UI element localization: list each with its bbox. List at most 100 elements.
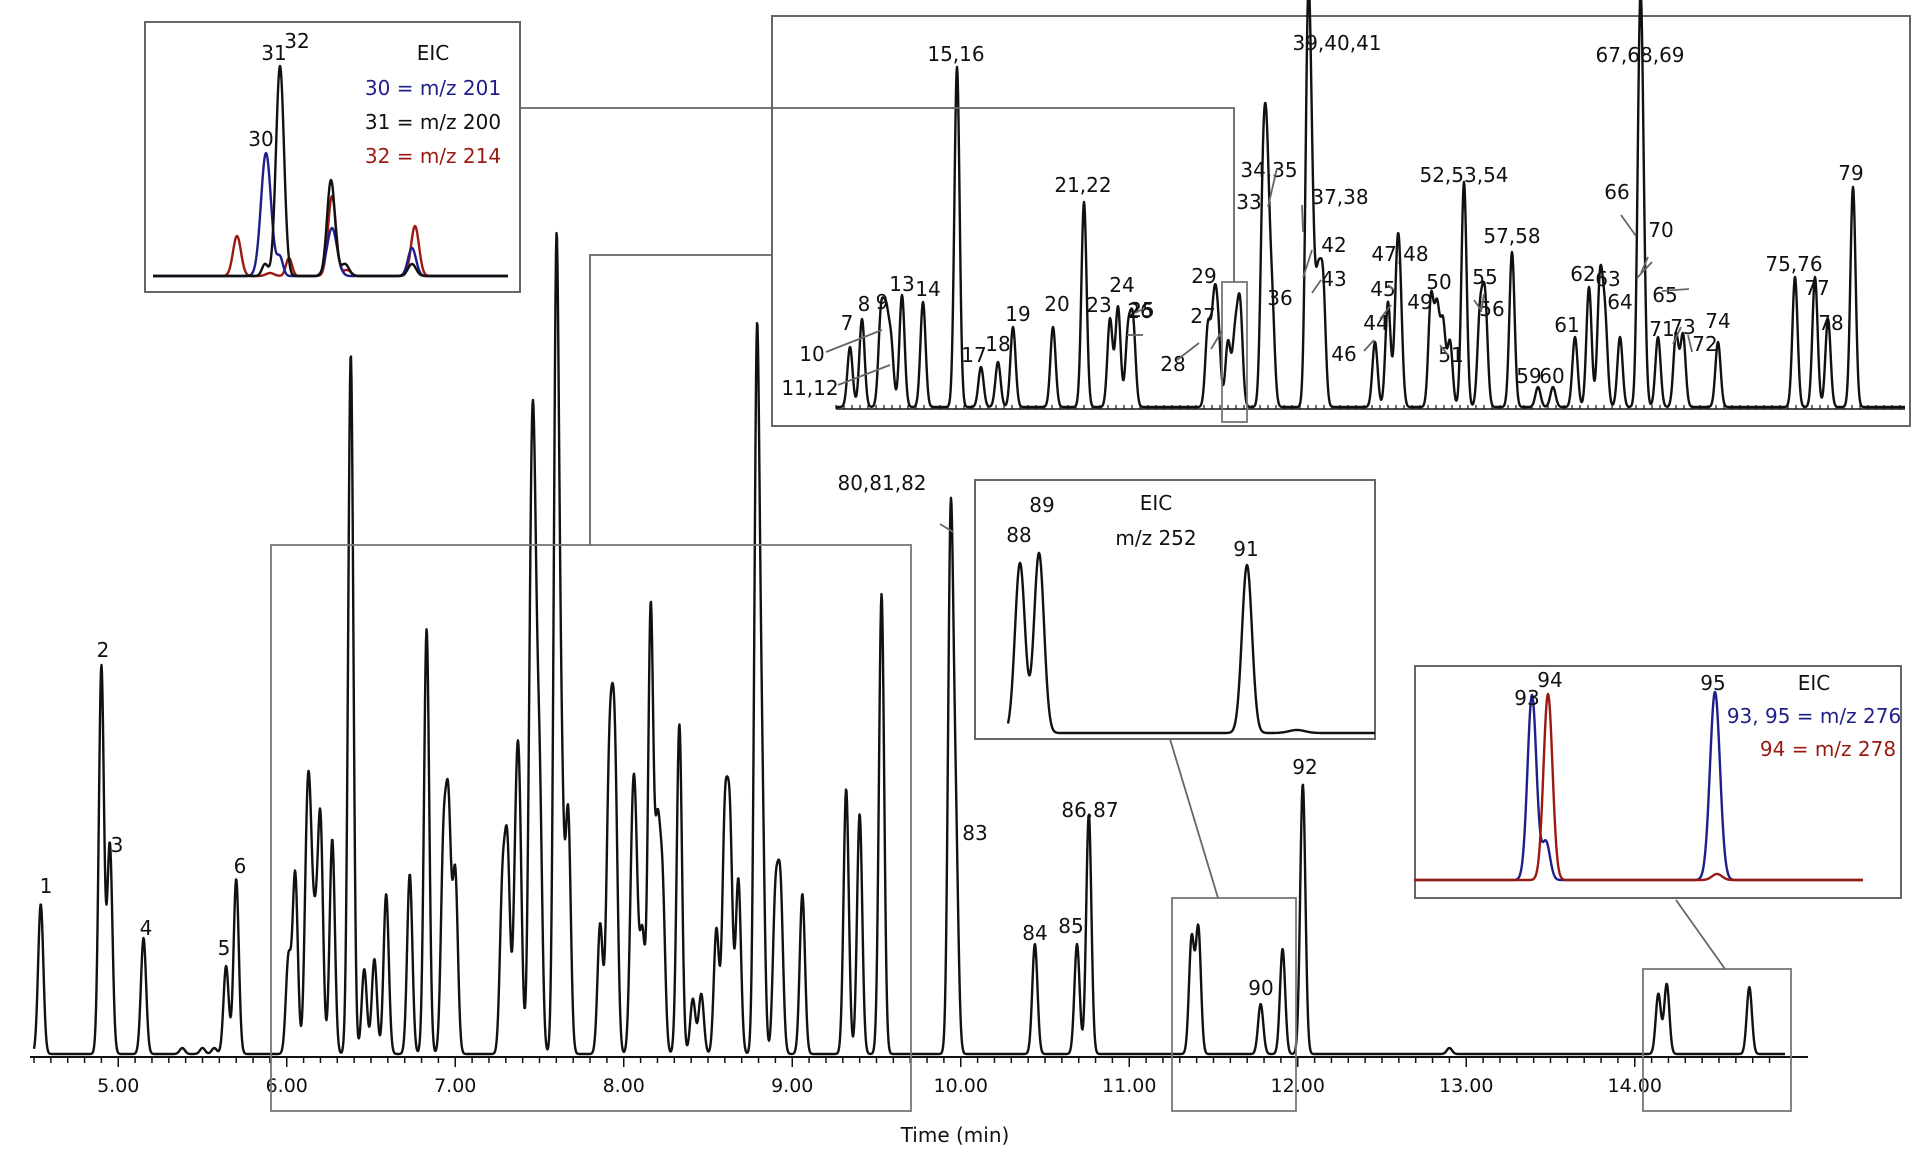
peak-label: 63	[1595, 267, 1620, 291]
legend-entry: 93, 95 = m/z 276	[1727, 704, 1901, 728]
leader-line	[1176, 342, 1200, 361]
peak-label: 61	[1554, 313, 1579, 337]
peak-label: 83	[962, 821, 987, 845]
peak-label: 92	[1292, 755, 1317, 779]
trace-m-z-200	[152, 64, 509, 278]
peak-label: 8	[858, 292, 871, 316]
peak-label: 27	[1190, 304, 1215, 328]
peak-label: 42	[1321, 233, 1346, 257]
peak-label: 52,53,54	[1419, 163, 1508, 187]
x-tick-label: 6.00	[266, 1075, 308, 1097]
peak-label: 91	[1233, 537, 1258, 561]
leader-line	[1379, 304, 1392, 320]
peak-label: 44	[1363, 311, 1388, 335]
peak-label: 71	[1649, 317, 1674, 341]
peak-label: 36	[1267, 286, 1292, 310]
trace-m-z-252	[1006, 551, 1376, 735]
leader-line	[1672, 326, 1682, 345]
peak-label: 70	[1648, 218, 1673, 242]
expanded-trace-line	[835, 0, 1906, 409]
peak-label: 79	[1838, 161, 1863, 185]
peak-label: 30	[248, 127, 273, 151]
inset-frame	[144, 21, 521, 293]
peak-label: 94	[1537, 668, 1562, 692]
inset-title: EIC	[1798, 671, 1831, 695]
leader-line	[1210, 330, 1223, 350]
leader-line	[1473, 299, 1482, 311]
inset-eic-30-31-32: EIC 30 = m/z 201 31 = m/z 200 32 = m/z 214 3…	[144, 21, 521, 293]
peak-label: 67,68,69	[1595, 43, 1684, 67]
leader-line	[1640, 256, 1649, 274]
x-tick-label: 14.00	[1608, 1075, 1662, 1097]
peak-label: 7	[841, 311, 854, 335]
peak-label: 39,40,41	[1292, 31, 1381, 55]
leader-line	[1301, 204, 1304, 233]
zoom-box-6-to-9-7	[270, 544, 912, 1112]
leader-line	[1636, 261, 1653, 279]
main-trace-line	[32, 231, 1786, 1056]
leader-line	[1134, 308, 1144, 314]
legend-entry: 94 = m/z 278	[1760, 737, 1896, 761]
x-tick-label: 12.00	[1271, 1075, 1325, 1097]
peak-labels: 1 2 3 4 5 6 80,81,82 83 84 85 86,87 90 92	[40, 471, 1318, 1000]
inset-frame	[974, 479, 1376, 740]
connector-box-to-eic252	[1169, 738, 1219, 899]
peak-label: 89	[1029, 493, 1054, 517]
peak-label: 59	[1516, 364, 1541, 388]
inset-eic-m-z-252: EIC m/z 252 88 89 91	[974, 479, 1376, 740]
peak-label: 23	[1086, 293, 1111, 317]
main-chromatogram: 5.00 6.00 7.00 8.00 9.00 10.00 11.00 12.00 13.00…	[30, 231, 1808, 1147]
peak-label: 18	[985, 332, 1010, 356]
peak-label: 37,38	[1311, 185, 1368, 209]
peak-label: 29	[1191, 264, 1216, 288]
peak-label: 32	[284, 29, 309, 53]
peak-label: 24	[1109, 273, 1134, 297]
peak-label: 9	[876, 290, 889, 314]
x-axis-title: Time (min)	[900, 1123, 1010, 1147]
leader-line	[1480, 293, 1485, 313]
peak-label: 21,22	[1054, 173, 1111, 197]
x-tick-label: 11.00	[1102, 1075, 1156, 1097]
x-tick-label: 13.00	[1439, 1075, 1493, 1097]
peak-label: 19	[1005, 302, 1030, 326]
inset-title: EIC	[417, 41, 450, 65]
peak-label: 31	[261, 41, 286, 65]
peak-label: 75,76	[1765, 252, 1822, 276]
peak-label: 47,48	[1371, 242, 1428, 266]
peak-label: 57,58	[1483, 224, 1540, 248]
peak-label: 85	[1058, 914, 1083, 938]
peak-label: 78	[1818, 311, 1843, 335]
peak-label: 50	[1426, 270, 1451, 294]
peak-label: 84	[1022, 921, 1047, 945]
zoom-box-11-3-to-12	[1171, 897, 1297, 1112]
leader-line	[1661, 288, 1690, 292]
peak-label: 2	[97, 638, 110, 662]
inset-title: EIC	[1140, 491, 1173, 515]
peak-label: 3	[111, 833, 124, 857]
peak-label: 66	[1604, 180, 1629, 204]
x-tick-label: 5.00	[97, 1075, 139, 1097]
leader-line	[1267, 167, 1278, 208]
peak-label: 10	[799, 342, 824, 366]
peak-label: 74	[1705, 309, 1730, 333]
leader-line	[1620, 214, 1637, 237]
x-tick-label: 10.00	[934, 1075, 988, 1097]
peak-label: 86,87	[1061, 798, 1118, 822]
peak-label: 64	[1607, 290, 1632, 314]
peak-label: 46	[1331, 342, 1356, 366]
leader-line	[939, 523, 954, 533]
leader-line	[1439, 344, 1449, 356]
peak-label: 73	[1670, 315, 1695, 339]
peak-label: 43	[1321, 267, 1346, 291]
zoom-connectors	[521, 107, 1726, 970]
peak-label: 33	[1236, 190, 1261, 214]
peak-label: 88	[1006, 523, 1031, 547]
peak-label: 5	[218, 936, 231, 960]
inset-frame	[1414, 665, 1902, 899]
leader-line	[1387, 284, 1395, 291]
x-tick-label: 9.00	[771, 1075, 813, 1097]
peak-label: 72	[1692, 332, 1717, 356]
